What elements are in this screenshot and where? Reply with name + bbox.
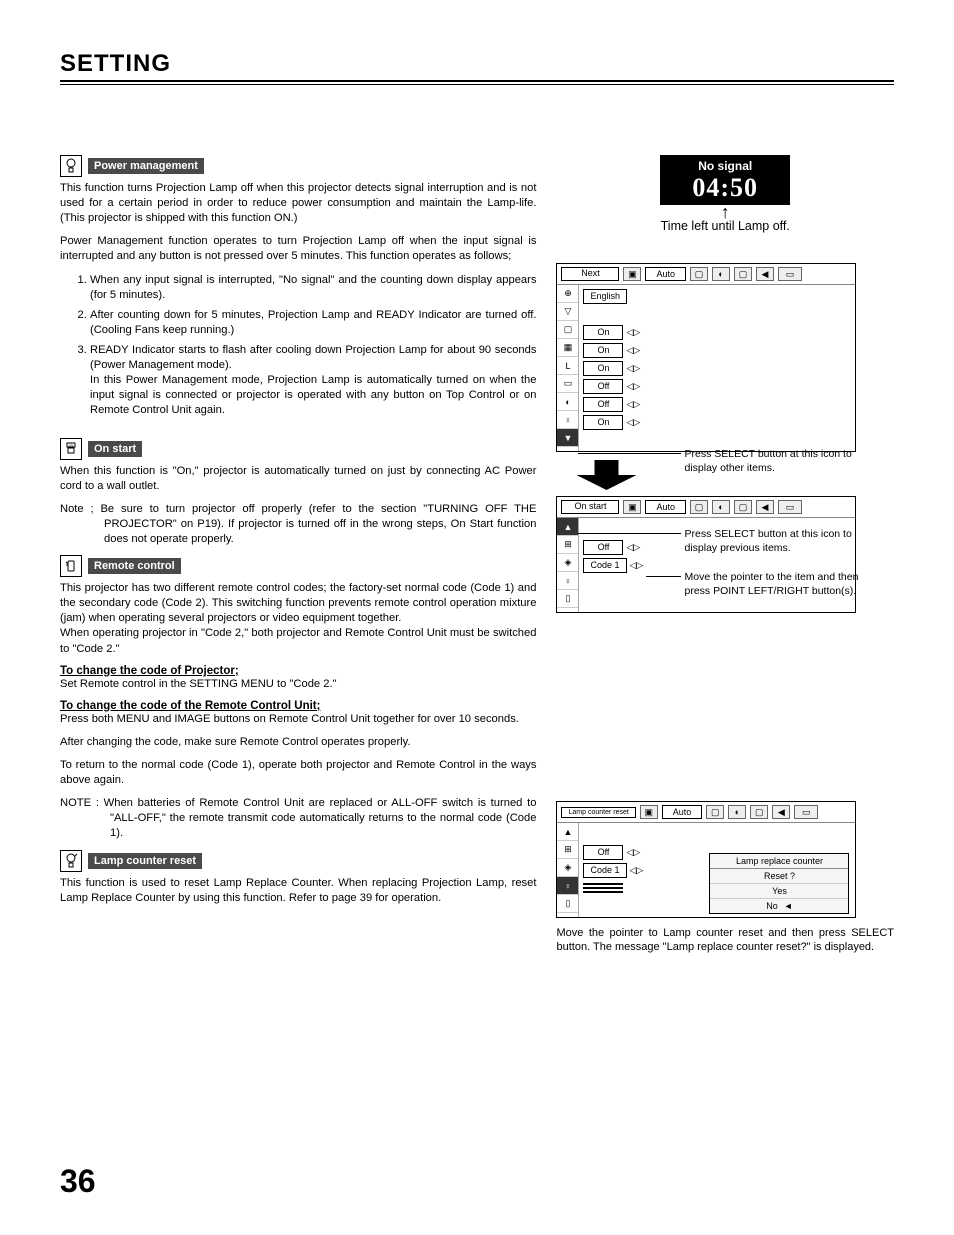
- menu1-title: Next: [561, 267, 619, 281]
- no-signal-caption: Time left until Lamp off.: [556, 219, 894, 233]
- pm-para1: This function turns Projection Lamp off …: [60, 181, 536, 226]
- remote-note: NOTE : When batteries of Remote Control …: [60, 796, 536, 841]
- menu-icon: ◀: [756, 500, 774, 514]
- svg-text:ON: ON: [69, 443, 74, 447]
- lamp-reset-icon: [60, 850, 82, 872]
- menu-icon: ▭: [778, 500, 802, 514]
- menu-value[interactable]: On: [583, 415, 623, 430]
- dialog-title: Lamp replace counter: [710, 854, 848, 869]
- right-column: No signal 04:50 ↑ Time left until Lamp o…: [556, 155, 894, 955]
- menu3-caption: Move the pointer to Lamp counter reset a…: [556, 926, 894, 955]
- remote-para1: This projector has two different remote …: [60, 581, 536, 626]
- arrow-up-icon: ↑: [556, 207, 894, 217]
- countdown-time: 04:50: [660, 173, 790, 203]
- menu1-annotation: Press SELECT button at this icon to disp…: [684, 448, 879, 475]
- menu-value[interactable]: On: [583, 325, 623, 340]
- menu-value[interactable]: On: [583, 361, 623, 376]
- onstart-para: When this function is "On," projector is…: [60, 464, 536, 494]
- menu-value[interactable]: Off: [583, 540, 623, 555]
- dialog-question: Reset ?: [710, 869, 848, 884]
- menu-value[interactable]: Code 1: [583, 863, 626, 878]
- plug-icon: ON: [60, 438, 82, 460]
- pm-step3: READY Indicator starts to flash after co…: [90, 343, 536, 419]
- menu-icon-column: ⊕▽▢▦L▭◐♀▼: [557, 285, 579, 451]
- menu-value[interactable]: English: [583, 289, 627, 304]
- hatched-indicator: [583, 883, 623, 893]
- remote-para2: When operating projector in "Code 2," bo…: [60, 626, 536, 656]
- menu-icon: ◐: [712, 267, 730, 281]
- menu2-title: On start: [561, 500, 619, 514]
- dialog-yes[interactable]: Yes: [710, 884, 848, 899]
- remote-control-label: Remote control: [88, 558, 181, 574]
- menu2-auto: Auto: [645, 500, 686, 514]
- menu-icon: ▢: [734, 267, 752, 281]
- menu-icon: ▢: [734, 500, 752, 514]
- menu1-auto: Auto: [645, 267, 686, 281]
- menu-icon-column: ▲⊞◈♀▯: [557, 823, 579, 917]
- page-title: SETTING: [60, 50, 894, 82]
- menu-icon: ◐: [728, 805, 746, 819]
- remote-icon: [60, 555, 82, 577]
- on-start-label: On start: [88, 441, 142, 457]
- onstart-note: Note ; Be sure to turn projector off pro…: [60, 502, 536, 547]
- menu-value[interactable]: Off: [583, 845, 623, 860]
- lamp-reset-dialog: Lamp replace counter Reset ? Yes No ◄: [709, 853, 849, 914]
- menu-value[interactable]: On: [583, 343, 623, 358]
- menu3-auto: Auto: [662, 805, 703, 819]
- menu-icon-column: ▲⊞◈♀▯: [557, 518, 579, 612]
- no-signal-display: No signal 04:50: [660, 155, 790, 205]
- menu-icon: ▢: [750, 805, 768, 819]
- no-signal-text: No signal: [660, 159, 790, 173]
- menu-panel-next: Next ▣ Auto ▢ ◐ ▢ ◀ ▭ ⊕▽▢▦L▭◐♀▼ English …: [556, 263, 856, 452]
- page-number: 36: [60, 1163, 96, 1200]
- menu-icon: ▢: [690, 267, 708, 281]
- menu-value[interactable]: Off: [583, 379, 623, 394]
- menu-icon: ◀: [772, 805, 790, 819]
- bulb-icon: [60, 155, 82, 177]
- menu-icon: ▣: [623, 500, 641, 514]
- pm-step2: After counting down for 5 minutes, Proje…: [90, 308, 536, 338]
- remote-sub2: To change the code of the Remote Control…: [60, 700, 536, 712]
- pointer-icon: ◄: [784, 901, 793, 911]
- left-column: Power management This function turns Pro…: [60, 155, 536, 955]
- menu-icon: ◐: [712, 500, 730, 514]
- menu-panel-lamp-reset: Lamp counter reset ▣ Auto ▢ ◐ ▢ ◀ ▭ ▲⊞◈♀…: [556, 801, 856, 918]
- menu2-annotation2: Move the pointer to the item and then pr…: [684, 571, 884, 598]
- remote-sub2-text: Press both MENU and IMAGE buttons on Rem…: [60, 712, 536, 727]
- menu-icon: ▣: [640, 805, 658, 819]
- remote-para3: After changing the code, make sure Remot…: [60, 735, 536, 750]
- remote-sub1: To change the code of Projector;: [60, 665, 536, 677]
- power-management-label: Power management: [88, 158, 204, 174]
- pm-step1: When any input signal is interrupted, "N…: [90, 273, 536, 303]
- menu-icon: ▢: [690, 500, 708, 514]
- menu2-annotation1: Press SELECT button at this icon to disp…: [684, 528, 884, 555]
- lamp-reset-para: This function is used to reset Lamp Repl…: [60, 876, 536, 906]
- dialog-no[interactable]: No: [766, 901, 778, 911]
- title-underline: [60, 84, 894, 85]
- lamp-counter-reset-label: Lamp counter reset: [88, 853, 202, 869]
- remote-para4: To return to the normal code (Code 1), o…: [60, 758, 536, 788]
- menu-icon: ▭: [778, 267, 802, 281]
- menu-icon: ▣: [623, 267, 641, 281]
- arrow-down-icon: [576, 460, 636, 490]
- menu-value[interactable]: Code 1: [583, 558, 626, 573]
- remote-sub1-text: Set Remote control in the SETTING MENU t…: [60, 677, 536, 692]
- menu-icon: ▢: [706, 805, 724, 819]
- pm-para2: Power Management function operates to tu…: [60, 234, 536, 264]
- menu-icon: ◀: [756, 267, 774, 281]
- menu-value[interactable]: Off: [583, 397, 623, 412]
- menu-icon: ▭: [794, 805, 818, 819]
- menu3-title: Lamp counter reset: [561, 807, 635, 818]
